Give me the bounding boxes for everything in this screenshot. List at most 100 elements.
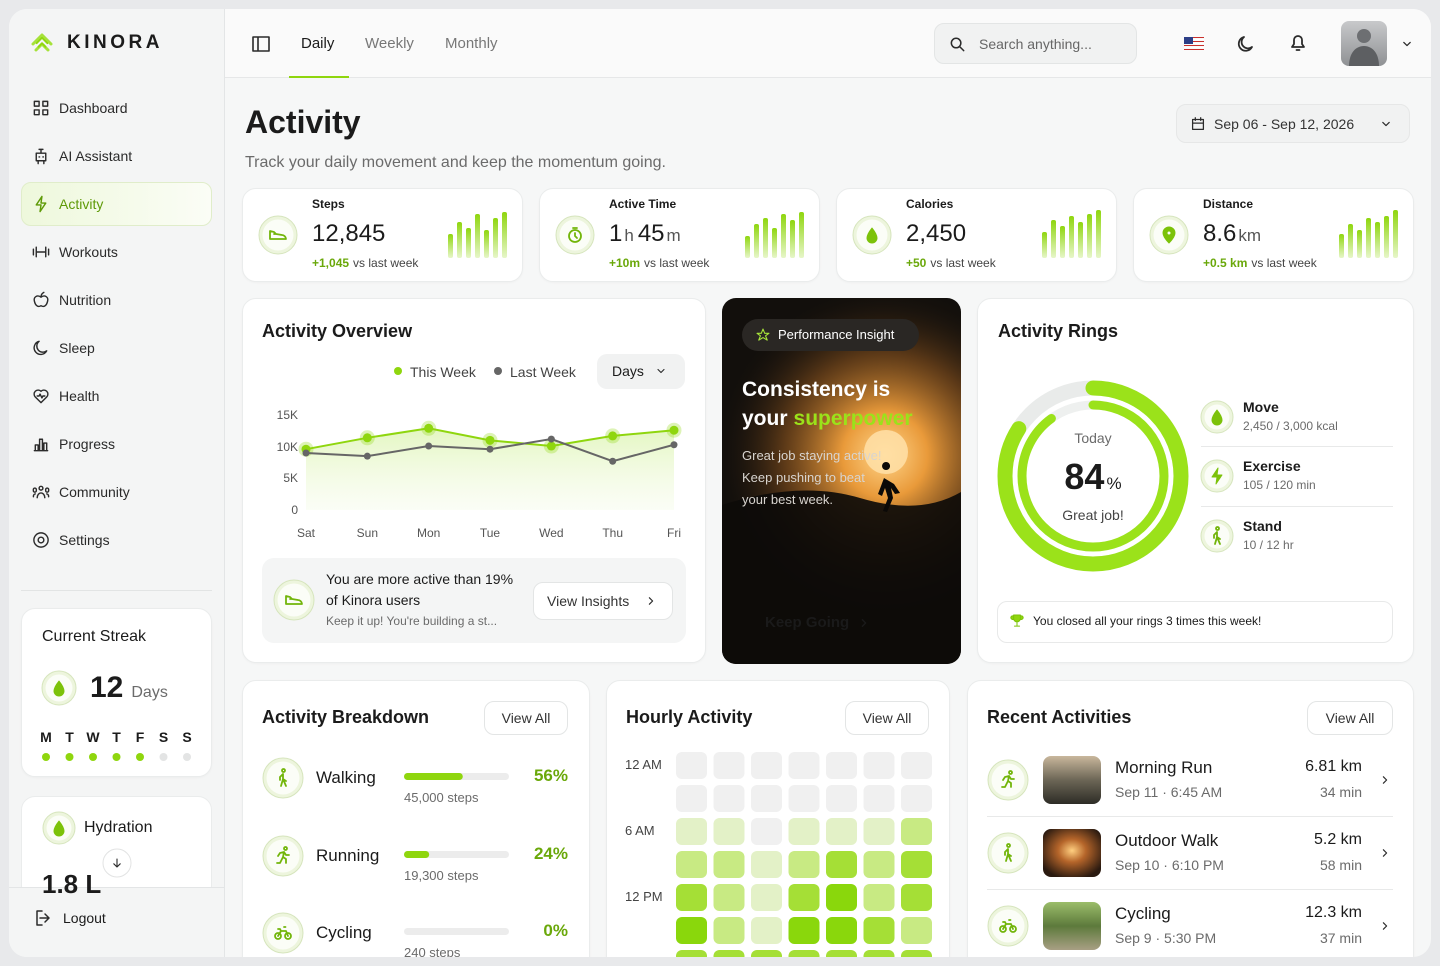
search-box[interactable] bbox=[934, 23, 1137, 64]
stat-change-row: +0.5 km vs last week bbox=[1203, 254, 1317, 272]
range-dropdown[interactable] bbox=[597, 354, 685, 389]
nav-item[interactable] bbox=[21, 326, 212, 370]
logout-button[interactable] bbox=[21, 900, 212, 936]
hourly-title: Hourly Activity bbox=[626, 707, 753, 727]
rings-percent: 84% bbox=[993, 455, 1193, 507]
nav-label: Nutrition bbox=[59, 292, 112, 308]
recent-divider bbox=[987, 889, 1393, 890]
nav-item[interactable] bbox=[21, 278, 212, 322]
range-label: Days bbox=[612, 363, 644, 379]
stat-compare: vs last week bbox=[1251, 256, 1317, 270]
recent-distance: 5.2 km bbox=[1313, 831, 1362, 848]
view-all-button[interactable] bbox=[845, 701, 929, 735]
activity-name: Walking bbox=[316, 768, 376, 787]
stat-unit: m bbox=[666, 226, 681, 245]
date-picker[interactable] bbox=[1176, 104, 1410, 143]
insight-body: Great job staying active! Keep pushing t… bbox=[742, 448, 882, 507]
rings-footer bbox=[997, 601, 1393, 643]
tab-label: Daily bbox=[301, 35, 335, 52]
headline-line: Consistency is bbox=[742, 378, 891, 401]
brand: KINORA bbox=[67, 32, 163, 53]
stat-value: 2,450 bbox=[906, 218, 966, 253]
ring-item-detail: 105 / 120 min bbox=[1243, 478, 1316, 492]
recent-when: Sep 11 · 6:45 AM bbox=[1115, 784, 1223, 800]
streak-value: 12 Days bbox=[90, 668, 168, 713]
nav-label: Community bbox=[59, 484, 130, 500]
stat-number: 2,450 bbox=[906, 220, 967, 247]
activity-name: Cycling bbox=[316, 923, 372, 942]
view-insights-label: View Insights bbox=[547, 593, 630, 609]
hour-label: 12 AM bbox=[625, 757, 662, 772]
recent-divider bbox=[987, 816, 1393, 817]
nav-item[interactable] bbox=[21, 374, 212, 418]
hydration-title: Hydration bbox=[84, 819, 153, 836]
percent-number: 84 bbox=[1064, 456, 1105, 497]
stat-change-row: +50 vs last week bbox=[906, 254, 996, 272]
x-tick-label: Thu bbox=[602, 526, 623, 540]
recent-distance: 12.3 km bbox=[1305, 904, 1362, 921]
day-label: S bbox=[182, 729, 192, 745]
nav-label: AI Assistant bbox=[59, 148, 133, 164]
stat-value: 1 h 45 m bbox=[609, 218, 685, 253]
view-all-button[interactable] bbox=[1307, 701, 1393, 735]
view-all-label: View All bbox=[1325, 710, 1375, 726]
stat-label: Steps bbox=[312, 197, 345, 211]
activity-name: Running bbox=[316, 846, 380, 865]
notifications-button[interactable] bbox=[1282, 28, 1314, 60]
stage: KINORA Dashboard AI Assistant Activity Worko… bbox=[9, 9, 1431, 957]
nav-label: Health bbox=[59, 388, 100, 404]
nav-label: Settings bbox=[59, 532, 110, 548]
stat-label: Active Time bbox=[609, 197, 677, 211]
stat-number: 1 bbox=[609, 220, 623, 247]
view-all-label: View All bbox=[501, 710, 551, 726]
theme-button[interactable] bbox=[1230, 28, 1262, 60]
recent-distance: 6.81 km bbox=[1305, 758, 1362, 775]
stat-value: 12,845 bbox=[312, 218, 385, 253]
y-tick-label: 10K bbox=[276, 439, 298, 454]
x-tick-label: Wed bbox=[539, 526, 564, 540]
stat-change-row: +1,045 vs last week bbox=[312, 254, 418, 272]
activity-detail: 240 steps bbox=[404, 945, 461, 957]
view-all-button[interactable] bbox=[484, 701, 568, 735]
stat-number: 8.6 bbox=[1203, 220, 1237, 247]
date-range: Sep 06 - Sep 12, 2026 bbox=[1214, 116, 1355, 132]
search-placeholder: Search anything... bbox=[979, 36, 1092, 52]
app-window: KINORA Dashboard AI Assistant Activity Worko… bbox=[9, 9, 1431, 957]
tab-underline bbox=[289, 76, 349, 78]
insight-sub: Keep it up! You're building a st... bbox=[326, 614, 498, 628]
stat-change: +1,045 bbox=[312, 256, 350, 270]
x-tick-label: Sun bbox=[356, 526, 378, 540]
stat-number: 12,845 bbox=[312, 220, 386, 247]
stat-number: 45 bbox=[637, 220, 665, 247]
nav-item[interactable] bbox=[21, 422, 212, 466]
insight-text: You are more active than 19% of Kinora u… bbox=[326, 571, 514, 608]
ring-item-detail: 2,450 / 3,000 kcal bbox=[1243, 419, 1338, 433]
nav-label: Progress bbox=[59, 436, 116, 452]
page-subtitle: Track your daily movement and keep the m… bbox=[245, 154, 666, 171]
language-button[interactable] bbox=[1176, 28, 1212, 60]
hour-label: 6 AM bbox=[625, 823, 655, 838]
legend-label: Last Week bbox=[510, 364, 576, 380]
recent-duration: 37 min bbox=[1319, 930, 1362, 946]
nav-item[interactable] bbox=[21, 182, 212, 226]
tab-label: Monthly bbox=[445, 35, 498, 52]
stat-change: +10m bbox=[609, 256, 641, 270]
day-label: S bbox=[158, 729, 169, 745]
rings-title: Activity Rings bbox=[998, 321, 1119, 341]
y-tick-label: 0 bbox=[291, 503, 298, 517]
ring-item-name: Stand bbox=[1243, 518, 1282, 534]
sidebar-divider bbox=[21, 590, 212, 591]
avatar[interactable] bbox=[1341, 21, 1387, 66]
keep-going-label: Keep Going bbox=[765, 614, 850, 631]
percent-unit: % bbox=[1106, 474, 1122, 493]
rings-footer-text: You closed all your rings 3 times this w… bbox=[1033, 614, 1262, 628]
ring-divider bbox=[1201, 446, 1393, 447]
day-label: W bbox=[86, 729, 100, 745]
stat-change-row: +10m vs last week bbox=[609, 254, 709, 272]
headline-line: your bbox=[742, 407, 788, 430]
x-tick-label: Sat bbox=[296, 526, 315, 540]
stat-change: +50 bbox=[906, 256, 927, 270]
recent-duration: 58 min bbox=[1319, 857, 1362, 873]
nav-label: Activity bbox=[59, 196, 104, 212]
streak-unit: Days bbox=[131, 684, 168, 701]
